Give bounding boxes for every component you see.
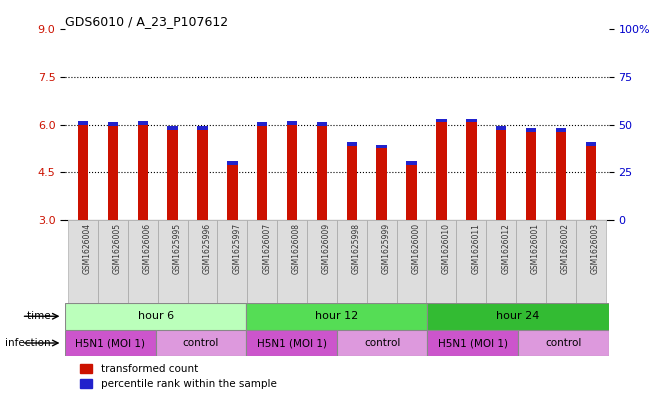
Bar <box>287 121 298 125</box>
Text: control: control <box>183 338 219 348</box>
FancyBboxPatch shape <box>217 220 247 303</box>
Bar <box>436 122 447 220</box>
Bar <box>227 162 238 165</box>
Text: control: control <box>545 338 581 348</box>
Bar <box>496 127 506 130</box>
Bar <box>107 126 118 220</box>
FancyBboxPatch shape <box>396 220 426 303</box>
Text: control: control <box>364 338 400 348</box>
FancyBboxPatch shape <box>277 220 307 303</box>
Bar <box>466 122 477 220</box>
FancyBboxPatch shape <box>187 220 217 303</box>
FancyBboxPatch shape <box>98 220 128 303</box>
Text: hour 6: hour 6 <box>137 311 174 321</box>
Bar <box>585 142 596 146</box>
Bar <box>167 127 178 130</box>
Text: GSM1626001: GSM1626001 <box>531 223 540 274</box>
FancyBboxPatch shape <box>158 220 187 303</box>
Text: GSM1626000: GSM1626000 <box>411 223 421 274</box>
Text: GSM1625998: GSM1625998 <box>352 223 361 274</box>
Bar <box>257 122 268 125</box>
Bar <box>257 125 268 220</box>
Bar <box>137 125 148 220</box>
Bar <box>526 128 536 132</box>
FancyBboxPatch shape <box>486 220 516 303</box>
Bar <box>197 130 208 220</box>
Text: hour 12: hour 12 <box>315 311 359 321</box>
Text: GSM1626004: GSM1626004 <box>83 223 92 274</box>
FancyBboxPatch shape <box>307 220 337 303</box>
Bar <box>317 122 327 125</box>
Text: GSM1625997: GSM1625997 <box>232 223 242 274</box>
Text: time: time <box>27 311 54 321</box>
Text: hour 24: hour 24 <box>497 311 540 321</box>
Bar <box>376 148 387 220</box>
FancyBboxPatch shape <box>65 303 246 330</box>
FancyBboxPatch shape <box>518 330 609 356</box>
FancyBboxPatch shape <box>246 330 337 356</box>
Text: GSM1625999: GSM1625999 <box>381 223 391 274</box>
Text: H5N1 (MOI 1): H5N1 (MOI 1) <box>437 338 508 348</box>
Text: GSM1626007: GSM1626007 <box>262 223 271 274</box>
Bar <box>137 121 148 125</box>
Bar <box>406 165 417 220</box>
FancyBboxPatch shape <box>68 220 98 303</box>
Bar <box>77 121 89 125</box>
Text: infection: infection <box>5 338 54 348</box>
Text: GSM1626011: GSM1626011 <box>471 223 480 274</box>
FancyBboxPatch shape <box>546 220 576 303</box>
Text: GSM1626005: GSM1626005 <box>113 223 122 274</box>
Text: GSM1626012: GSM1626012 <box>501 223 510 274</box>
FancyBboxPatch shape <box>337 330 428 356</box>
Bar <box>346 142 357 146</box>
Bar <box>496 130 506 220</box>
Text: GSM1625995: GSM1625995 <box>173 223 182 274</box>
Text: H5N1 (MOI 1): H5N1 (MOI 1) <box>256 338 327 348</box>
Bar <box>287 125 298 220</box>
Bar <box>197 127 208 130</box>
Text: GSM1626003: GSM1626003 <box>590 223 600 274</box>
FancyBboxPatch shape <box>516 220 546 303</box>
Bar <box>77 125 89 220</box>
Bar <box>376 145 387 148</box>
Bar <box>167 130 178 220</box>
FancyBboxPatch shape <box>367 220 396 303</box>
FancyBboxPatch shape <box>65 330 156 356</box>
Text: GSM1626009: GSM1626009 <box>322 223 331 274</box>
Bar <box>107 122 118 126</box>
FancyBboxPatch shape <box>128 220 158 303</box>
Bar <box>436 119 447 122</box>
Bar <box>556 128 566 132</box>
FancyBboxPatch shape <box>337 220 367 303</box>
FancyBboxPatch shape <box>456 220 486 303</box>
FancyBboxPatch shape <box>426 220 456 303</box>
Text: GSM1626002: GSM1626002 <box>561 223 570 274</box>
Text: GSM1626010: GSM1626010 <box>441 223 450 274</box>
FancyBboxPatch shape <box>428 303 609 330</box>
Bar <box>556 132 566 220</box>
FancyBboxPatch shape <box>247 220 277 303</box>
Text: H5N1 (MOI 1): H5N1 (MOI 1) <box>76 338 145 348</box>
Bar <box>317 125 327 220</box>
Bar <box>346 146 357 220</box>
Bar <box>526 132 536 220</box>
Bar <box>466 119 477 122</box>
Text: GSM1626008: GSM1626008 <box>292 223 301 274</box>
Bar <box>406 162 417 165</box>
Bar <box>227 165 238 220</box>
Text: GSM1626006: GSM1626006 <box>143 223 152 274</box>
FancyBboxPatch shape <box>156 330 246 356</box>
Text: GSM1625996: GSM1625996 <box>202 223 212 274</box>
Text: GDS6010 / A_23_P107612: GDS6010 / A_23_P107612 <box>65 15 229 28</box>
FancyBboxPatch shape <box>246 303 428 330</box>
Bar <box>585 146 596 220</box>
FancyBboxPatch shape <box>576 220 605 303</box>
Legend: transformed count, percentile rank within the sample: transformed count, percentile rank withi… <box>76 360 281 393</box>
FancyBboxPatch shape <box>428 330 518 356</box>
